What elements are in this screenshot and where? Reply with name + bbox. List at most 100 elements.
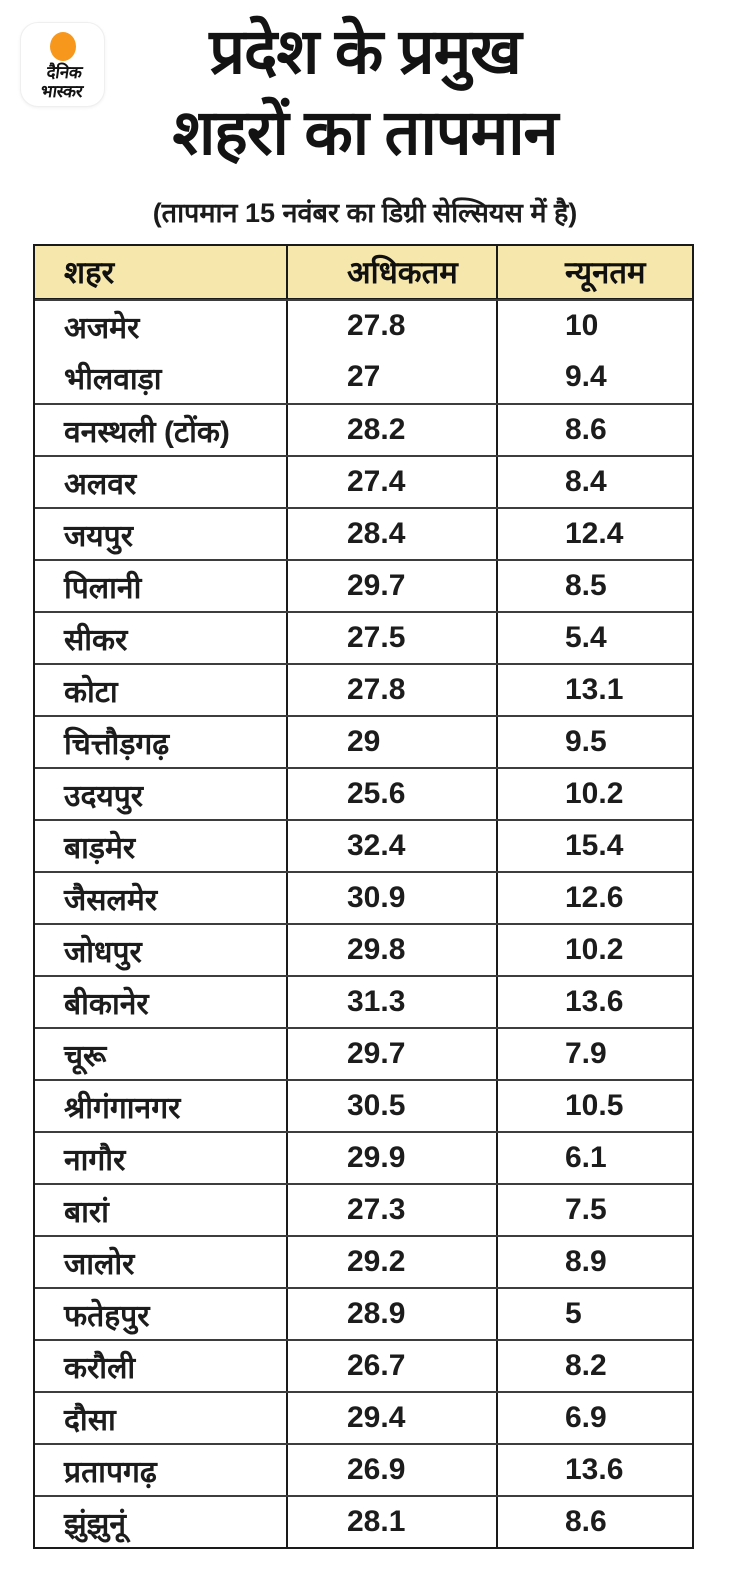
max-temp-cell: 29.9 <box>288 1133 498 1183</box>
min-temp-cell: 9.5 <box>565 725 607 758</box>
table-row: जालोर 29.2 8.9 <box>35 1235 692 1287</box>
table-row: पिलानी 29.7 8.5 <box>35 559 692 611</box>
city-cell: जालोर <box>35 1237 288 1287</box>
max-temp-cell: 29.8 <box>288 925 498 975</box>
city-cell: प्रतापगढ़ <box>35 1445 288 1495</box>
max-temp-cell: 26.9 <box>288 1445 498 1495</box>
table-row: दौसा 29.4 6.9 <box>35 1391 692 1443</box>
max-temp-cell: 31.3 <box>288 977 498 1027</box>
min-temp-cell: 8.9 <box>565 1245 607 1278</box>
min-temp-cell: 10.2 <box>565 777 624 810</box>
max-temp-cell: 29.7 <box>288 561 498 611</box>
city-cell: चूरू <box>35 1029 288 1079</box>
city-cell: सीकर <box>35 613 288 663</box>
city-cell: झुंझुनूं <box>35 1497 288 1547</box>
city-cell: बारां <box>35 1185 288 1235</box>
max-temp-cell: 27.5 <box>288 613 498 663</box>
table-row: झुंझुनूं 28.1 8.6 <box>35 1495 692 1547</box>
max-temp-cell: 30.9 <box>288 873 498 923</box>
table-row: जोधपुर 29.8 10.2 <box>35 923 692 975</box>
max-temp-cell: 28.9 <box>288 1289 498 1339</box>
min-temp-cell: 8.2 <box>565 1349 607 1382</box>
temperature-table: शहर अधिकतम न्यूनतम अजमेर 27.8 10 भीलवाड़ा 27… <box>33 244 694 1549</box>
max-temp-cell: 29 <box>288 717 498 767</box>
min-temp-cell: 6.1 <box>565 1141 607 1174</box>
table-row: फतेहपुर 28.9 5 <box>35 1287 692 1339</box>
city-cell: जैसलमेर <box>35 873 288 923</box>
max-temp-cell: 29.2 <box>288 1237 498 1287</box>
max-temp-cell: 26.7 <box>288 1341 498 1391</box>
table-row: जयपुर 28.4 12.4 <box>35 507 692 559</box>
table-row: वनस्थली (टोंक) 28.2 8.6 <box>35 403 692 455</box>
city-cell: कोटा <box>35 665 288 715</box>
city-cell: जयपुर <box>35 509 288 559</box>
max-temp-cell: 27.3 <box>288 1185 498 1235</box>
column-header-min-temp: न्यूनतम <box>565 255 646 290</box>
min-temp-cell: 8.6 <box>565 413 607 446</box>
min-temp-cell: 8.5 <box>565 569 607 602</box>
table-row: अजमेर 27.8 10 <box>35 299 692 351</box>
table-row: बारां 27.3 7.5 <box>35 1183 692 1235</box>
max-temp-cell: 27.8 <box>288 665 498 715</box>
city-cell: वनस्थली (टोंक) <box>35 405 288 455</box>
max-temp-cell: 32.4 <box>288 821 498 871</box>
city-cell: अजमेर <box>35 301 288 351</box>
table-header-row: शहर अधिकतम न्यूनतम <box>35 246 692 299</box>
table-row: चित्तौड़गढ़ 29 9.5 <box>35 715 692 767</box>
table-body: अजमेर 27.8 10 भीलवाड़ा 27 9.4 वनस्थली (टोंक) 28… <box>35 299 692 1547</box>
max-temp-cell: 27 <box>288 351 498 403</box>
city-cell: पिलानी <box>35 561 288 611</box>
max-temp-cell: 29.4 <box>288 1393 498 1443</box>
table-row: प्रतापगढ़ 26.9 13.6 <box>35 1443 692 1495</box>
min-temp-cell: 13.6 <box>565 985 624 1018</box>
city-cell: चित्तौड़गढ़ <box>35 717 288 767</box>
table-row: नागौर 29.9 6.1 <box>35 1131 692 1183</box>
dainik-bhaskar-logo: दैनिक भास्कर <box>20 22 105 107</box>
city-cell: फतेहपुर <box>35 1289 288 1339</box>
city-cell: दौसा <box>35 1393 288 1443</box>
min-temp-cell: 7.9 <box>565 1037 607 1070</box>
table-row: अलवर 27.4 8.4 <box>35 455 692 507</box>
title-line1: प्रदेश के प्रमुख <box>209 17 522 87</box>
city-cell: उदयपुर <box>35 769 288 819</box>
max-temp-cell: 25.6 <box>288 769 498 819</box>
table-row: जैसलमेर 30.9 12.6 <box>35 871 692 923</box>
min-temp-cell: 6.9 <box>565 1401 607 1434</box>
min-temp-cell: 13.1 <box>565 673 624 706</box>
table-row: उदयपुर 25.6 10.2 <box>35 767 692 819</box>
min-temp-cell: 12.6 <box>565 881 624 914</box>
max-temp-cell: 27.8 <box>288 301 498 351</box>
column-header-max-temp: अधिकतम <box>288 246 498 298</box>
max-temp-cell: 30.5 <box>288 1081 498 1131</box>
table-row: कोटा 27.8 13.1 <box>35 663 692 715</box>
min-temp-cell: 10.5 <box>565 1089 624 1122</box>
title-line2: शहरों का तापमान <box>172 97 558 168</box>
city-cell: नागौर <box>35 1133 288 1183</box>
max-temp-cell: 29.7 <box>288 1029 498 1079</box>
min-temp-cell: 15.4 <box>565 829 624 862</box>
city-cell: बाड़मेर <box>35 821 288 871</box>
table-row: भीलवाड़ा 27 9.4 <box>35 351 692 403</box>
min-temp-cell: 13.6 <box>565 1453 624 1486</box>
city-cell: अलवर <box>35 457 288 507</box>
page-title: प्रदेश के प्रमुख शहरों का तापमान <box>0 12 730 173</box>
max-temp-cell: 28.1 <box>288 1497 498 1547</box>
column-header-city: शहर <box>35 246 288 298</box>
min-temp-cell: 12.4 <box>565 517 624 550</box>
min-temp-cell: 9.4 <box>565 360 607 393</box>
min-temp-cell: 10 <box>565 309 599 342</box>
table-row: सीकर 27.5 5.4 <box>35 611 692 663</box>
city-cell: जोधपुर <box>35 925 288 975</box>
sun-icon <box>49 32 76 61</box>
max-temp-cell: 28.2 <box>288 405 498 455</box>
min-temp-cell: 5.4 <box>565 621 607 654</box>
min-temp-cell: 5 <box>565 1297 582 1330</box>
min-temp-cell: 7.5 <box>565 1193 607 1226</box>
min-temp-cell: 8.6 <box>565 1505 607 1538</box>
city-cell: श्रीगंगानगर <box>35 1081 288 1131</box>
city-cell: बीकानेर <box>35 977 288 1027</box>
min-temp-cell: 10.2 <box>565 933 624 966</box>
table-row: श्रीगंगानगर 30.5 10.5 <box>35 1079 692 1131</box>
page-subtitle: (तापमान 15 नवंबर का डिग्री सेल्सियस में … <box>152 198 578 228</box>
